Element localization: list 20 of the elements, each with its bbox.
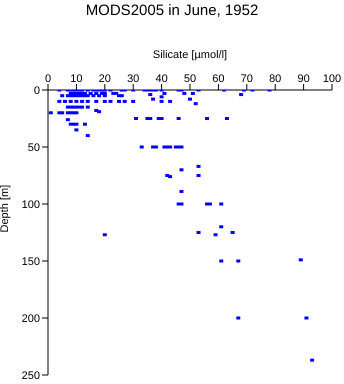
x-tick-label: 100 xyxy=(322,73,342,85)
y-tick-label: 0 xyxy=(34,84,40,97)
x-tick-label: 70 xyxy=(240,73,253,85)
y-tick-label: 200 xyxy=(22,312,40,325)
x-tick-label: 20 xyxy=(98,73,111,85)
x-tick-label: 0 xyxy=(44,73,52,85)
y-tick-label: 250 xyxy=(22,370,40,382)
x-tick-label: 90 xyxy=(297,73,310,85)
chart-title: MODS2005 in June, 1952 xyxy=(84,2,260,19)
y-tick-label: 100 xyxy=(22,198,40,211)
x-tick-label: 80 xyxy=(269,73,282,85)
y-axis-title: Depth [m] xyxy=(0,184,11,232)
x-tick-label: 30 xyxy=(127,73,140,85)
y-tick-label: 150 xyxy=(22,256,40,268)
x-tick-label: 40 xyxy=(155,73,168,85)
x-axis-title: Silicate [µmol/l] xyxy=(152,48,228,61)
x-tick-label: 10 xyxy=(70,73,83,85)
x-tick-label: 60 xyxy=(212,73,225,85)
y-tick-label: 50 xyxy=(28,142,40,154)
x-tick-label: 50 xyxy=(184,73,196,85)
